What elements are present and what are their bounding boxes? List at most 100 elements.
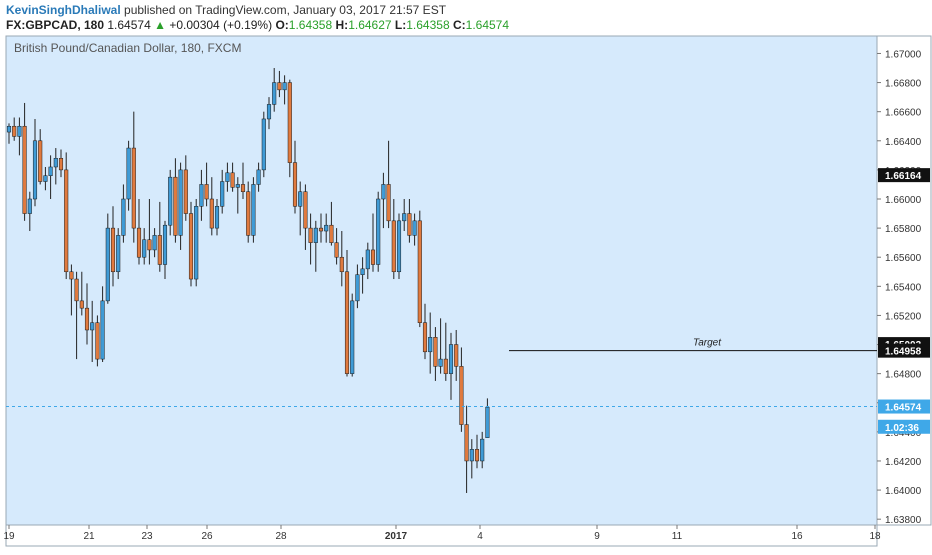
price-badge-label: 1.64574 [885,403,922,414]
candle-body [438,358,443,367]
candle [464,405,469,493]
candle-body [22,125,27,214]
candle-body [178,169,183,236]
time-tick-label: 23 [141,531,153,542]
candle [433,327,438,381]
target-label: Target [693,338,722,349]
price-badge [878,419,930,434]
candle [121,184,126,243]
candle [282,75,287,105]
candle-body [183,169,188,214]
candle-body [474,449,480,462]
time-tick-label: 4 [477,531,483,542]
time-scale[interactable] [5,524,878,547]
price-badge [878,343,930,358]
candle-body [298,191,303,207]
chart-area[interactable]: Target 1.670001.668001.666001.664001.662… [0,34,932,550]
price-badge [878,168,930,183]
candle [214,199,220,236]
candle [84,283,90,345]
candle-body [433,337,438,367]
candle-body [412,220,417,236]
candle-body [443,358,448,374]
candle-body [142,239,147,258]
price-badge-label: 1.64958 [885,347,922,358]
candle [131,111,136,243]
candle-body [308,227,313,243]
candle-body [370,249,376,265]
candle-body [365,249,370,270]
candle [204,162,209,207]
candle-body [240,184,246,192]
price-scale[interactable] [876,35,932,526]
time-tick-label: 16 [791,531,803,542]
candle [6,123,12,144]
candle [381,172,386,229]
change-arrow-icon: ▲ [154,18,166,32]
candle-body [64,169,69,273]
price-chart[interactable]: Target 1.670001.668001.666001.664001.662… [0,34,932,550]
candle-body [303,191,308,229]
candle [38,129,43,185]
candle [58,149,64,178]
price-tick-label: 1.64200 [885,457,922,468]
close-label: C: [452,18,466,32]
candle [110,206,116,287]
candle [365,242,370,280]
candle-body [12,125,17,137]
candle-body [69,271,74,280]
candle-body [147,239,152,251]
time-tick-label: 9 [594,531,600,542]
candle [261,111,266,178]
candle [266,97,272,130]
candle [272,68,277,112]
time-tick-label: 2017 [385,531,408,542]
candle-body [214,206,220,229]
candle [313,220,318,272]
candle [350,293,355,377]
candle [105,213,110,304]
candle [324,213,329,243]
candle [454,329,459,381]
candle [116,228,121,280]
price-tick-label: 1.64800 [885,370,922,381]
published-text: published on TradingView.com, January 03… [124,3,447,17]
candle [230,162,235,192]
candle [235,177,240,214]
change-value: +0.00304 (+0.19%) [169,18,273,32]
candle-body [194,206,199,280]
candle [391,199,396,280]
candle-body [292,162,298,207]
candle [90,300,95,362]
candle [277,70,282,98]
candle-body [282,82,287,91]
candle-body [469,449,474,462]
plot-background[interactable] [5,35,878,526]
candle-body [48,166,53,176]
overlay-lines: Target [6,338,877,408]
candle [168,169,173,236]
price-badge [878,399,930,414]
candle-body [105,227,110,302]
candle-body [79,300,84,309]
candle [64,152,69,280]
candle-body [168,176,173,226]
candle [303,184,308,250]
candle [95,315,100,367]
candle-body [204,184,209,200]
price-tick-label: 1.66000 [885,195,922,206]
time-axis-labels: 19 21 23 26 28 2017 4 9 11 16 18 [3,525,881,542]
candle [407,199,412,243]
candle-body [58,158,64,171]
time-tick-label: 19 [3,531,15,542]
author-link[interactable]: KevinSinghDhaliwal [6,3,121,17]
candle [157,201,162,272]
candle-body [448,344,454,374]
high-value: 1.64627 [348,18,392,32]
candle [188,201,194,287]
candle-body [402,213,407,222]
candle [246,181,251,243]
candle [199,169,204,221]
candle-body [324,224,329,232]
candle [240,162,246,199]
